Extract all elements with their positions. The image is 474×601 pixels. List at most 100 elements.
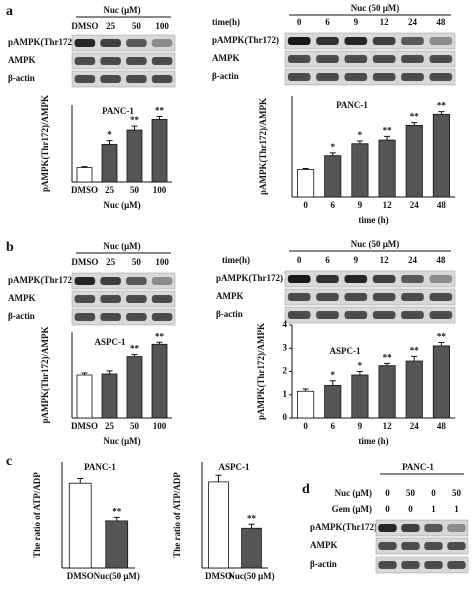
y-tick-label: 2 xyxy=(283,366,288,376)
y-axis-title: pAMPK(Thr172)/AMPK xyxy=(256,323,266,420)
blot-band xyxy=(100,75,121,83)
blot-header: Nuc (μM) xyxy=(103,5,140,15)
error-bar xyxy=(302,168,309,170)
significance: * xyxy=(331,142,336,152)
blot-band xyxy=(126,295,147,303)
bar xyxy=(324,385,342,419)
blot-band xyxy=(372,73,396,81)
lane-label: DMSO xyxy=(71,21,98,31)
panel-label: b xyxy=(6,240,14,255)
lane-label: DMSO xyxy=(71,257,98,267)
error-bar xyxy=(438,341,445,346)
bar xyxy=(378,139,396,198)
blot-strip xyxy=(71,34,176,52)
blot-band xyxy=(401,293,424,301)
blot-band xyxy=(151,313,173,321)
x-axis-title: Nuc (μM) xyxy=(103,200,140,210)
blot-band xyxy=(401,561,420,569)
error-bar xyxy=(106,140,113,145)
lane-label: 0 xyxy=(297,255,302,265)
x-tick-label: Nuc(50 μM) xyxy=(94,571,140,581)
x-axis-title: Nuc (μM) xyxy=(103,436,140,446)
blot-row-label: AMPK xyxy=(8,293,36,303)
y-tick-label: 4 xyxy=(283,319,288,329)
blot-strip xyxy=(375,556,469,574)
chart-title: ASPC-1 xyxy=(330,346,361,356)
blot-header: Nuc (50 μM) xyxy=(351,239,400,249)
blot-band xyxy=(372,293,396,301)
x-tick-label: 9 xyxy=(358,200,363,210)
significance: * xyxy=(358,130,363,140)
blot-strip xyxy=(71,290,176,308)
x-tick-label: 6 xyxy=(331,200,336,210)
blot-band xyxy=(344,311,368,319)
x-tick-label: 25 xyxy=(105,421,115,431)
lane-label: 48 xyxy=(436,17,446,27)
lane-label: 100 xyxy=(155,257,169,267)
blot-row-label: AMPK xyxy=(212,53,240,63)
error-bar xyxy=(248,523,255,529)
error-bar xyxy=(77,477,84,484)
bar xyxy=(76,167,93,183)
blot-band xyxy=(316,293,339,301)
bar xyxy=(126,129,143,183)
significance: ** xyxy=(130,115,140,125)
x-tick-label: DMSO xyxy=(205,571,232,581)
x-tick-label: 48 xyxy=(437,200,447,210)
blot-band xyxy=(287,55,311,63)
x-tick-label: 0 xyxy=(303,421,308,431)
x-tick-label: 0 xyxy=(303,200,308,210)
blot-band xyxy=(151,295,173,303)
error-bar xyxy=(302,388,309,392)
blot-band xyxy=(372,37,396,45)
bar xyxy=(432,113,450,198)
blot-row-label: AMPK xyxy=(310,540,338,550)
condition-value: 1 xyxy=(431,504,436,514)
lane-label: 100 xyxy=(155,21,169,31)
condition-label: Nuc (μM) xyxy=(335,488,372,498)
blot-band xyxy=(100,39,121,47)
lane-label: 24 xyxy=(408,255,418,265)
blot-row-label: pAMPK(Thr172) xyxy=(8,37,75,47)
blot-band xyxy=(74,57,96,65)
y-tick-label: 1 xyxy=(283,389,288,399)
blot-band xyxy=(74,39,96,47)
blot-band xyxy=(429,275,453,283)
error-bar xyxy=(131,125,138,131)
y-axis-title: pAMPK(Thr172)/AMPK xyxy=(40,327,50,424)
blot-band xyxy=(372,55,396,63)
blot-strip xyxy=(375,519,469,537)
chart-title: PANC-1 xyxy=(84,462,116,472)
x-tick-label: DMSO xyxy=(71,421,98,431)
error-bar xyxy=(131,354,138,357)
blot-band xyxy=(126,57,147,65)
bar xyxy=(151,343,168,419)
bar xyxy=(151,119,168,183)
condition-value: 0 xyxy=(431,488,436,498)
y-axis-title: The ratio of ATP/ADP xyxy=(32,472,42,558)
error-bar xyxy=(356,140,363,144)
blot-band xyxy=(424,561,443,569)
error-bar xyxy=(356,371,363,375)
x-tick-label: 50 xyxy=(130,421,140,431)
bar xyxy=(101,144,118,183)
bar xyxy=(324,155,342,198)
lane-label: 24 xyxy=(408,17,418,27)
y-tick-label: 0 xyxy=(283,412,288,422)
error-bar xyxy=(438,111,445,115)
blot-band xyxy=(401,275,424,283)
lane-label: 0 xyxy=(297,17,302,27)
error-bar xyxy=(156,116,163,120)
bar xyxy=(126,356,143,419)
blot-band xyxy=(424,542,443,550)
error-bar xyxy=(384,135,391,141)
blot-band xyxy=(429,55,453,63)
bar xyxy=(105,520,129,569)
chart-title: PANC-1 xyxy=(102,106,134,116)
blot-band xyxy=(401,542,420,550)
blot-band xyxy=(316,311,339,319)
blot-band xyxy=(151,39,173,47)
significance: ** xyxy=(437,101,447,111)
blot-strip xyxy=(71,308,176,326)
y-axis-title: pAMPK(Thr172)/AMPK xyxy=(40,95,50,192)
